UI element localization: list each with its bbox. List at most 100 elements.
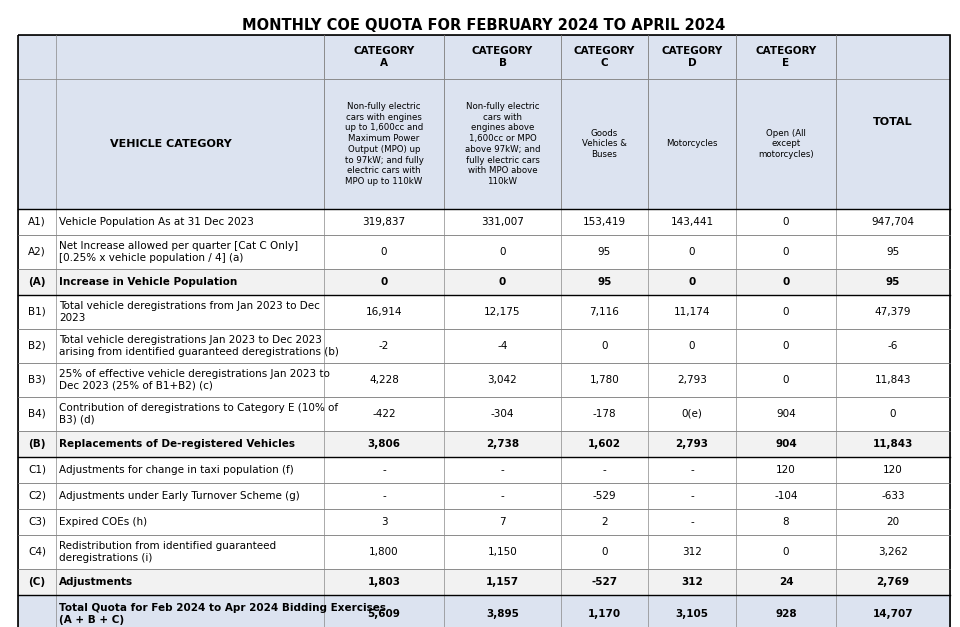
Text: 0: 0	[782, 375, 789, 385]
Text: Non-fully electric
cars with
engines above
1,600cc or MPO
above 97kW; and
fully : Non-fully electric cars with engines abo…	[465, 102, 540, 186]
Text: C3): C3)	[28, 517, 46, 527]
Text: CATEGORY
E: CATEGORY E	[756, 46, 817, 68]
Text: Adjustments for change in taxi population (f): Adjustments for change in taxi populatio…	[59, 465, 294, 475]
Text: 3,806: 3,806	[368, 439, 400, 449]
Bar	[18, 535, 950, 569]
Text: 1,157: 1,157	[486, 577, 519, 587]
Text: CATEGORY
D: CATEGORY D	[661, 46, 723, 68]
Text: -: -	[690, 465, 694, 475]
Text: 2,793: 2,793	[676, 439, 708, 449]
Text: TOTAL: TOTAL	[874, 117, 913, 127]
Text: 11,174: 11,174	[674, 307, 710, 317]
Text: 904: 904	[775, 439, 797, 449]
Text: -422: -422	[372, 409, 396, 419]
Text: B2): B2)	[28, 341, 46, 351]
Text: 8: 8	[782, 517, 789, 527]
Text: (C): (C)	[29, 577, 45, 587]
Text: 47,379: 47,379	[875, 307, 911, 317]
Text: -304: -304	[491, 409, 515, 419]
Text: 95: 95	[886, 277, 900, 287]
Text: 904: 904	[776, 409, 796, 419]
Text: 0(e): 0(e)	[682, 409, 703, 419]
Bar	[18, 457, 950, 483]
Text: 95: 95	[886, 247, 900, 257]
Text: 1,150: 1,150	[488, 547, 517, 557]
Text: 947,704: 947,704	[872, 217, 915, 227]
Text: Expired COEs (h): Expired COEs (h)	[59, 517, 147, 527]
Text: 1,800: 1,800	[370, 547, 398, 557]
Text: 0: 0	[688, 247, 695, 257]
Text: VEHICLE CATEGORY: VEHICLE CATEGORY	[110, 139, 232, 149]
Text: Total vehicle deregistrations Jan 2023 to Dec 2023
arising from identified guara: Total vehicle deregistrations Jan 2023 t…	[59, 335, 339, 357]
Text: 2: 2	[601, 517, 608, 527]
Text: 319,837: 319,837	[363, 217, 405, 227]
Text: -: -	[382, 491, 386, 501]
Text: 0: 0	[782, 217, 789, 227]
Text: 1,780: 1,780	[589, 375, 619, 385]
Text: 120: 120	[776, 465, 796, 475]
Text: 331,007: 331,007	[481, 217, 524, 227]
Text: Vehicle Population As at 31 Dec 2023: Vehicle Population As at 31 Dec 2023	[59, 217, 253, 227]
Text: -178: -178	[592, 409, 616, 419]
Text: 11,843: 11,843	[875, 375, 911, 385]
Text: 0: 0	[499, 247, 506, 257]
Text: Redistribution from identified guaranteed
deregistrations (i): Redistribution from identified guarantee…	[59, 541, 276, 563]
Text: -4: -4	[497, 341, 508, 351]
Text: Total vehicle deregistrations from Jan 2023 to Dec
2023: Total vehicle deregistrations from Jan 2…	[59, 301, 320, 323]
Text: CATEGORY
A: CATEGORY A	[353, 46, 415, 68]
Text: 0: 0	[380, 277, 388, 287]
Bar	[18, 209, 950, 235]
Text: 2,793: 2,793	[677, 375, 707, 385]
Text: 0: 0	[782, 277, 790, 287]
Text: Replacements of De-registered Vehicles: Replacements of De-registered Vehicles	[59, 439, 295, 449]
Bar	[18, 431, 950, 457]
Text: 0: 0	[601, 547, 608, 557]
Text: -: -	[603, 465, 607, 475]
Text: Goods
Vehicles &
Buses: Goods Vehicles & Buses	[582, 129, 627, 159]
Text: 2,769: 2,769	[876, 577, 909, 587]
Text: 5,609: 5,609	[368, 609, 400, 619]
Bar	[18, 483, 950, 509]
Bar	[18, 595, 950, 627]
Text: B1): B1)	[28, 307, 46, 317]
Text: -: -	[500, 465, 504, 475]
Bar	[736, 35, 836, 79]
Text: CATEGORY
C: CATEGORY C	[574, 46, 636, 68]
Text: 4,228: 4,228	[369, 375, 399, 385]
Text: -: -	[382, 465, 386, 475]
Bar	[18, 569, 950, 595]
Text: 0: 0	[782, 307, 789, 317]
Text: 143,441: 143,441	[670, 217, 713, 227]
Text: Open (All
except
motorcycles): Open (All except motorcycles)	[758, 129, 814, 159]
Bar	[561, 35, 648, 79]
Text: CATEGORY
B: CATEGORY B	[472, 46, 533, 68]
Text: Adjustments under Early Turnover Scheme (g): Adjustments under Early Turnover Scheme …	[59, 491, 300, 501]
Text: -6: -6	[888, 341, 899, 351]
Text: (A): (A)	[28, 277, 46, 287]
Text: A1): A1)	[28, 217, 46, 227]
Text: -: -	[500, 491, 504, 501]
Bar	[18, 363, 950, 397]
Text: 95: 95	[598, 247, 612, 257]
Text: 3: 3	[381, 517, 387, 527]
Text: -2: -2	[379, 341, 389, 351]
Text: (B): (B)	[28, 439, 46, 449]
Text: 3,895: 3,895	[486, 609, 519, 619]
Text: 0: 0	[890, 409, 897, 419]
Text: 0: 0	[782, 547, 789, 557]
Bar	[324, 35, 444, 79]
Text: C1): C1)	[28, 465, 46, 475]
Text: 16,914: 16,914	[366, 307, 402, 317]
Text: 3,042: 3,042	[488, 375, 517, 385]
Bar	[648, 35, 736, 79]
Text: -: -	[690, 491, 694, 501]
Bar	[836, 79, 950, 253]
Text: 312: 312	[682, 577, 703, 587]
Text: -104: -104	[775, 491, 798, 501]
Text: 153,419: 153,419	[583, 217, 626, 227]
Text: 0: 0	[782, 341, 789, 351]
Bar	[18, 295, 950, 329]
Text: 1,170: 1,170	[588, 609, 621, 619]
Text: MONTHLY COE QUOTA FOR FEBRUARY 2024 TO APRIL 2024: MONTHLY COE QUOTA FOR FEBRUARY 2024 TO A…	[242, 18, 726, 33]
Text: 0: 0	[601, 341, 608, 351]
